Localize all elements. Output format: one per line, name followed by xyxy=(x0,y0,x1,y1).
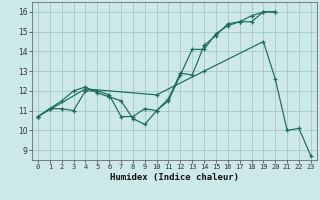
X-axis label: Humidex (Indice chaleur): Humidex (Indice chaleur) xyxy=(110,173,239,182)
